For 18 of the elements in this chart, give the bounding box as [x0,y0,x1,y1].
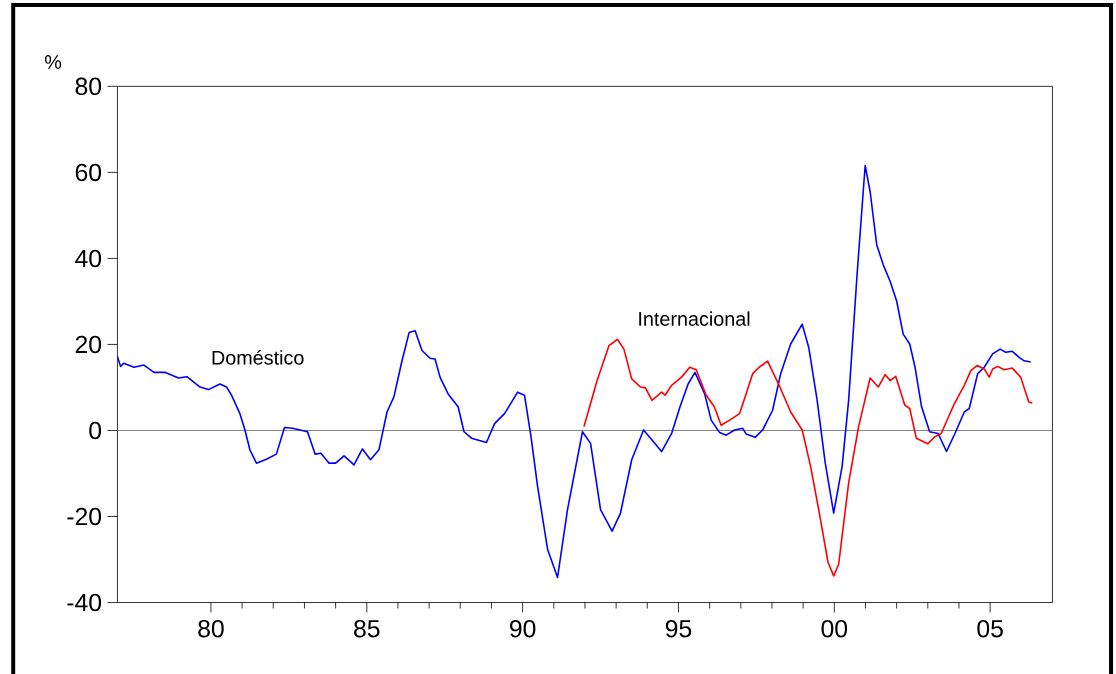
y-tick-label: 0 [89,421,102,440]
x-tick-label: 90 [510,619,536,638]
x-tick-label: 00 [821,619,848,638]
y-tick-label: 40 [75,249,102,268]
y-tick-label: 60 [75,163,102,182]
y-tick-label: -40 [67,593,102,612]
y-tick-label: 80 [75,77,102,96]
x-tick-label: 05 [977,619,1003,638]
line-series [117,164,1032,579]
x-tick-label: 95 [665,619,692,638]
series-label: Internacional [639,311,750,326]
y-axis-title: % [44,55,62,69]
line-series [583,338,1034,577]
y-tick-label: 20 [75,335,102,354]
x-tick-label: 80 [198,619,224,638]
x-tick-label: 85 [354,619,380,638]
y-tick-label: -20 [67,507,102,526]
series-label: Doméstico [212,349,304,365]
